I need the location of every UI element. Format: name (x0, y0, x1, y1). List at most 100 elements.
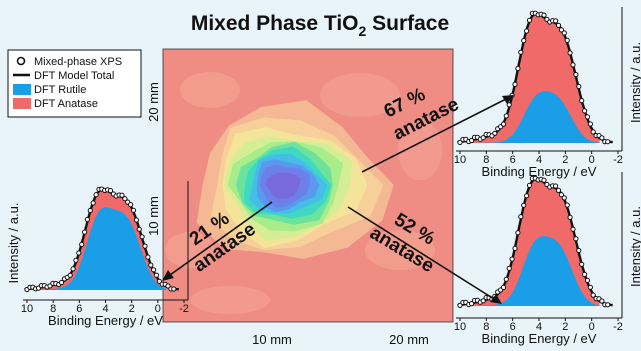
heatmap-patch (190, 286, 270, 314)
xps-point (469, 301, 475, 307)
xps-point (573, 236, 579, 242)
xps-point (67, 272, 73, 278)
xps-point (73, 257, 79, 263)
spectrum-panel-52: 10 8 6 4 2 0 -2 Binding Energy / eV Intensity / … (454, 172, 641, 346)
xps-point (500, 284, 507, 290)
xps-point (524, 193, 530, 199)
heatmap-patch (365, 230, 435, 270)
xps-point (564, 37, 570, 44)
xps-point (79, 241, 85, 248)
xps-point (84, 216, 91, 223)
xps-point (148, 262, 154, 268)
xps-point (107, 188, 114, 194)
spectrum-panel-21: 10 8 6 4 2 0 -2 Binding Energy / eV Intensity / … (6, 181, 189, 328)
x-tick-label: 8 (483, 321, 489, 333)
xps-point (526, 17, 533, 23)
xps-point (541, 177, 547, 183)
xps-point (561, 195, 567, 201)
xps-point (576, 247, 582, 254)
xps-point (558, 27, 565, 33)
x-axis-label: Binding Energy / eV (48, 313, 163, 328)
annotation-67: 67 % anatase (361, 84, 514, 173)
x-tick-label: 2 (129, 303, 135, 315)
xps-point (93, 192, 99, 198)
xps-point (526, 182, 533, 188)
xps-point (130, 207, 137, 213)
x-tick-label: -2 (179, 303, 189, 315)
xps-point (503, 276, 509, 282)
heatmap-patch (320, 73, 400, 117)
xps-point (506, 102, 512, 108)
x-tick-label: 10 (454, 154, 466, 166)
xps-point (579, 261, 585, 267)
xps-point (506, 265, 512, 271)
xps-point (582, 271, 588, 278)
xps-point (587, 284, 594, 290)
xps-point (480, 135, 486, 141)
x-tick-label: 0 (589, 321, 595, 333)
legend-item-rutile: DFT Rutile (34, 84, 86, 96)
x-tick-label: 8 (483, 154, 489, 166)
xps-point (128, 202, 134, 208)
xps-point (582, 108, 588, 114)
xps-point (70, 266, 76, 272)
x-axis-label: Binding Energy / eV (482, 331, 597, 346)
xps-point (90, 200, 96, 206)
heatmap-y-tick-10: 10 mm (146, 196, 161, 236)
x-tick-label: 10 (21, 303, 33, 315)
xps-point (590, 129, 596, 135)
x-tick-label: 6 (510, 154, 516, 166)
xps-point (567, 214, 573, 220)
xps-point (521, 38, 527, 44)
xps-point (133, 217, 139, 223)
xps-point (82, 229, 88, 235)
legend-xps-marker (16, 56, 26, 66)
legend-item-xps: Mixed-phase XPS (34, 56, 122, 68)
xps-point (87, 207, 93, 214)
xps-point (599, 135, 605, 141)
xps-point (599, 298, 605, 304)
xps-point (122, 196, 128, 202)
x-tick-label: 0 (589, 154, 595, 166)
rutile-area (466, 91, 600, 143)
legend-item-total: DFT Model Total (34, 70, 114, 82)
xps-point (165, 283, 171, 289)
xps-point (570, 62, 576, 68)
xps-point (480, 298, 486, 304)
xps-point (512, 245, 518, 251)
xps-point (553, 18, 559, 24)
xps-point (590, 292, 596, 298)
xps-point (521, 202, 527, 208)
x-tick-label: 6 (76, 303, 82, 315)
legend: Mixed-phase XPS DFT Model Total DFT Ruti… (7, 49, 142, 118)
y-axis-label: Intensity / a.u. (6, 203, 21, 284)
legend-item-anatase: DFT Anatase (34, 98, 98, 110)
heatmap-x-tick-10: 10 mm (252, 332, 292, 347)
x-tick-label: -2 (613, 154, 623, 166)
legend-anatase-swatch (13, 98, 31, 109)
spectrum-panel-67: 10 8 6 4 2 0 -2 Binding Energy / eV Intensity / … (454, 7, 641, 179)
x-tick-label: 10 (454, 321, 466, 333)
xps-point (515, 230, 521, 236)
xps-point (139, 234, 145, 240)
heatmap-x-tick-20: 20 mm (389, 332, 429, 347)
xps-point (515, 65, 521, 72)
heatmap-contour (265, 172, 301, 199)
xps-point (58, 279, 65, 286)
legend-rutile-swatch (13, 84, 31, 95)
heatmap-y-tick-20: 20 mm (146, 82, 161, 122)
xps-point (555, 22, 562, 28)
x-tick-label: 6 (510, 321, 516, 333)
rutile-area (33, 207, 166, 290)
x-tick-label: 4 (102, 303, 108, 315)
xps-point (587, 121, 594, 127)
figure-title: Mixed Phase TiO2 Surface (191, 12, 449, 39)
xps-point (573, 72, 579, 78)
x-tick-label: 8 (50, 303, 56, 315)
xps-point (469, 137, 475, 144)
x-tick-label: 2 (562, 154, 568, 166)
xps-point (509, 256, 515, 262)
xps-point (151, 267, 157, 273)
xps-point (171, 286, 177, 292)
